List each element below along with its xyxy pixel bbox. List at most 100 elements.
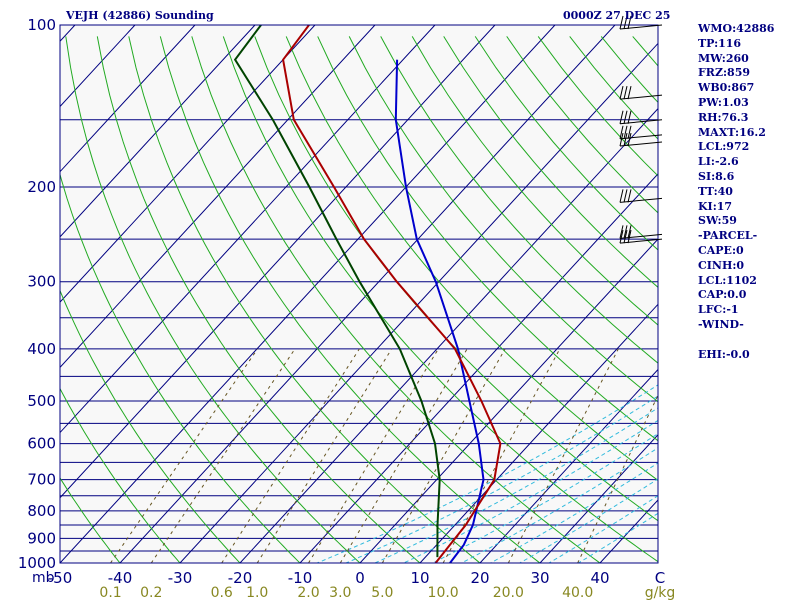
- pressure-tick-label: 500: [27, 392, 56, 410]
- wind-barbs: [619, 15, 663, 244]
- mixing-ratio-line: [150, 348, 296, 563]
- wind-barb: [619, 229, 663, 244]
- isotherm-line: [479, 368, 658, 563]
- wind-barb-flag: [619, 189, 624, 203]
- wind-barb-flag: [619, 125, 624, 139]
- pressure-tick-label: 400: [27, 340, 56, 358]
- wind-barb-flag: [627, 132, 632, 147]
- stat-lfc: LFC:-1: [698, 303, 739, 317]
- wind-barb: [619, 86, 663, 100]
- temperature-tick-label: -50: [48, 569, 73, 587]
- mixing-ratio-tick-label: 5.0: [371, 585, 393, 600]
- isotherm-line: [419, 303, 658, 563]
- isotherm-line: [359, 238, 658, 563]
- mixing-ratio-tick-label: 10.0: [428, 585, 459, 600]
- pressure-tick-label: 300: [27, 273, 56, 291]
- temperature-tick-label: 40: [590, 569, 609, 587]
- wind-section-heading: -WIND-: [698, 317, 744, 331]
- moist-adiabat-line: [344, 395, 658, 563]
- wind-barb-staff: [619, 197, 663, 203]
- wind-barb-flag: [627, 225, 632, 239]
- wind-barb-flag: [627, 15, 632, 30]
- pressure-unit-label: mb: [32, 570, 55, 586]
- parcel-section-heading: -PARCEL-: [698, 229, 758, 243]
- mixing-ratio-tick-label: 0.2: [140, 585, 162, 600]
- wind-barb-flag: [619, 225, 624, 239]
- dry-adiabat-line: [60, 387, 181, 563]
- isotherm-line: [60, 25, 316, 303]
- isotherm-line: [60, 25, 496, 499]
- mixing-ratio-tick-label: 0.6: [211, 585, 233, 600]
- wind-barb-staff: [619, 119, 663, 125]
- wind-barb-flag: [623, 110, 628, 124]
- dry-adiabat-line: [348, 36, 658, 403]
- mixing-ratio-tick-label: 20.0: [493, 585, 524, 600]
- moist-adiabat-line: [402, 419, 658, 563]
- temperature-tick-label: 10: [410, 569, 429, 587]
- wind-barb-flag: [627, 189, 632, 203]
- pressure-tick-label: 1000: [18, 554, 56, 572]
- dry-adiabat-line: [60, 172, 301, 563]
- wind-barb-staff: [619, 94, 663, 100]
- pressure-tick-label: 600: [27, 435, 56, 453]
- mixing-ratio-line: [110, 348, 258, 563]
- wind-barb-flag: [627, 125, 632, 139]
- stat-tp: TP:116: [698, 36, 742, 50]
- wind-barb-flag: [623, 132, 628, 147]
- dry-adiabat-line: [159, 36, 541, 563]
- temperature-tick-label: -20: [228, 569, 253, 587]
- isotherm-line: [60, 25, 196, 173]
- wind-barb: [619, 110, 663, 125]
- wind-barb-flag: [619, 15, 624, 30]
- stat-tt: TT:40: [698, 184, 733, 198]
- wind-barb-flag: [623, 225, 628, 239]
- temperature-tick-label: 0: [355, 569, 365, 587]
- isotherm-line: [60, 25, 256, 238]
- wind-barb-flag: [619, 86, 624, 100]
- wind-barb-staff: [619, 233, 663, 239]
- wind-barb: [619, 225, 663, 239]
- pressure-tick-label: 900: [27, 529, 56, 547]
- temperature-tick-label: -30: [168, 569, 193, 587]
- station-title: VEJH (42886) Sounding: [66, 9, 214, 22]
- dry-adiabat-line: [411, 36, 658, 326]
- sounding-profiles: [233, 25, 502, 563]
- dry-adiabat-line: [96, 36, 421, 563]
- dry-adiabat-line: [380, 36, 658, 364]
- wind-barb-flag: [627, 229, 632, 244]
- dry-adiabat-line: [285, 36, 658, 481]
- stat-spacer: [698, 333, 798, 348]
- isotherm-line: [299, 173, 658, 563]
- stat-mw: MW:260: [698, 51, 749, 65]
- dry-adiabat-line: [128, 36, 481, 563]
- wind-barb-flag: [619, 229, 624, 244]
- mixing-ratio-tick-label: 3.0: [329, 585, 351, 600]
- mixing-ratio-line: [507, 348, 619, 563]
- wind-barb-flag: [623, 125, 628, 139]
- stat-li: LI:-2.6: [698, 155, 739, 169]
- dry-adiabat-line: [65, 36, 361, 563]
- wind-barb-flag: [619, 132, 624, 147]
- wind-barb-staff: [619, 134, 663, 140]
- dewpoint-profile-line: [282, 25, 502, 563]
- wind-barb-staff: [619, 141, 663, 147]
- mixing-ratio-tick-label: 40.0: [562, 585, 593, 600]
- pressure-tick-label: 100: [27, 16, 56, 34]
- isotherm-line: [539, 434, 658, 563]
- pressure-tick-label: 700: [27, 471, 56, 489]
- dry-adiabat-line: [443, 36, 658, 288]
- stat-maxt: MAXT:16.2: [698, 125, 766, 139]
- stat-cape: CAPE:0: [698, 243, 744, 257]
- mixing-ratio-tick-label: 0.1: [99, 585, 121, 600]
- dry-adiabat-line: [60, 477, 121, 563]
- stat-frz: FRZ:859: [698, 66, 751, 80]
- isotherm-line: [60, 25, 436, 434]
- plot-border: [59, 24, 659, 564]
- wind-barb-staff: [619, 24, 663, 30]
- mixing-ratio-tick-label: 1.0: [246, 585, 268, 600]
- stat-pw: PW:1.03: [698, 95, 749, 109]
- wind-barb-flag: [627, 110, 632, 124]
- temperature-tick-label: 30: [530, 569, 549, 587]
